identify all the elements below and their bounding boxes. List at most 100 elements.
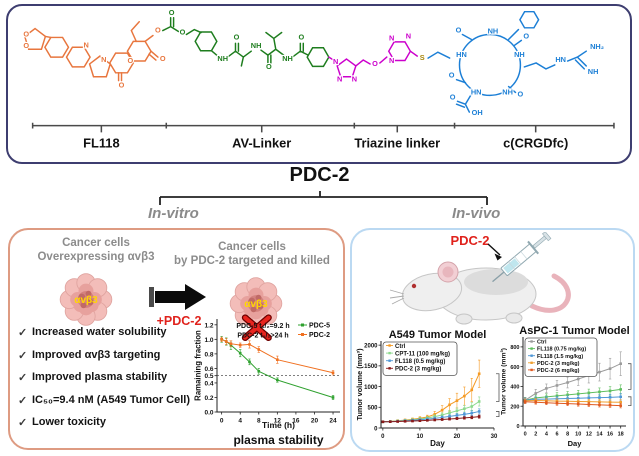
svg-text:0.6: 0.6 [204,366,213,373]
atom-label: O [518,89,524,98]
atom-label: O [119,81,125,90]
atom-label: NH [217,54,228,63]
svg-text:500: 500 [367,406,378,412]
cell-cluster-icon [59,273,113,326]
svg-text:plasma stability: plasma stability [233,433,323,447]
structure-brackets: FL118 AV-Linker Triazine linker c(CRGDfc) [31,122,615,151]
svg-text:0.5: 0.5 [204,373,213,380]
svg-text:8: 8 [566,432,569,438]
atom-label: N [389,56,394,65]
svg-text:PDC-5: PDC-5 [309,323,330,330]
svg-text:FL118 (1.5 mg/kg): FL118 (1.5 mg/kg) [537,354,583,360]
atom-label: O [449,71,455,80]
atom-label: O [456,26,462,35]
atom-label: NH [282,54,293,63]
atom-label: NH₂ [590,42,604,51]
svg-text:16: 16 [292,418,300,425]
cells-before-heading: Cancer cells Overexpressing αvβ3 [20,236,172,265]
structure-bracket-label: Triazine linker [354,136,440,151]
cells-after-line2: by PDC-2 targeted and killed [174,255,330,268]
aspc1-tumor-chart: 0 2 4 6 8 10 12 14 16 18 0 200 400 600 800 AsPC-1 Tumor… [501,325,632,448]
svg-text:FL118 (0.5 mg/kg): FL118 (0.5 mg/kg) [395,359,445,365]
cancer-cell-illustration: αvβ3 [59,273,113,326]
injection-arrow-icon [487,243,501,256]
atom-label: O [169,8,175,17]
svg-text:CPT-11 (100 mg/kg): CPT-11 (100 mg/kg) [395,351,450,357]
split-brace [159,191,488,205]
svg-text:30: 30 [491,434,498,440]
svg-text:18: 18 [618,432,624,438]
invivo-label: In-vivo [452,205,501,222]
structure-box: O O N N O O O O O O NH O NH O NH O N N N O N N N S O NH HN NH O HN NH O… [6,4,632,164]
plasma-stability-chart: 0 4 8 12 16 20 24 0.0 0.2 0.40.50.6 0.8 1.0 1.2 Time … [194,319,340,447]
atom-label: N [101,55,106,64]
integrin-label: αvβ3 [74,295,98,306]
atom-label: N [352,75,357,84]
svg-text:1.0: 1.0 [204,337,213,344]
killed-cancer-cell-illustration: αvβ3 [229,277,283,341]
invitro-panel: Cancer cells Overexpressing αvβ3 Cancer … [8,228,345,450]
svg-text:A549 Tumor Model: A549 Tumor Model [389,329,487,341]
atom-label: S [420,53,425,62]
svg-text:0: 0 [524,432,527,438]
atom-label: O [180,27,186,36]
svg-text:2000: 2000 [364,343,378,349]
structure-bracket-label: c(CRGDfc) [503,136,568,151]
svg-text:10: 10 [417,434,424,440]
svg-text:600: 600 [510,365,519,371]
svg-text:0: 0 [220,418,224,425]
checklist-text: Increased water solubility [32,326,167,338]
svg-text:Ctrl: Ctrl [395,344,406,350]
atom-label: N [333,57,338,66]
checklist-item: ✓ Lower toxicity [18,416,214,439]
atom-label: NH [514,50,525,59]
structure-bracket-label: FL118 [83,136,120,151]
invitro-label: In-vitro [148,205,199,222]
atom-label: O [298,32,304,41]
atom-label: HN [456,50,467,59]
svg-text:800: 800 [510,345,519,351]
svg-text:8: 8 [257,418,261,425]
killed-x-icon [241,314,272,341]
cells-after-heading: Cancer cells by PDC-2 targeted and kille… [162,240,342,269]
checklist-text: IC₅₀=9.4 nM (A549 Tumor Cell) [32,393,191,406]
checklist-text: Lower toxicity [32,416,106,428]
checklist-item: ✓ IC₅₀=9.4 nM (A549 Tumor Cell) [18,394,214,417]
arrow-treatment-label: +PDC-2 [156,314,202,328]
triazine-linker-structure [328,41,418,78]
svg-text:PDC-2 (3 mg/kg): PDC-2 (3 mg/kg) [395,367,441,373]
svg-text:PDC-2: PDC-2 [309,332,330,339]
av-linker-structure [162,17,330,68]
svg-text:AsPC-1 Tumor Model: AsPC-1 Tumor Model [519,325,629,337]
atom-label: NH [251,41,262,50]
svg-text:Ramaining fraction: Ramaining fraction [194,330,203,401]
atom-label: O [450,92,456,101]
svg-text:20: 20 [454,434,461,440]
atom-label: OH [472,108,483,117]
svg-text:0.4: 0.4 [204,380,213,387]
svg-text:Day: Day [568,439,583,448]
atom-label: N [337,75,342,84]
atom-label: N [389,33,394,42]
svg-text:0: 0 [381,434,385,440]
check-icon: ✓ [18,394,28,407]
mouse-injection-illustration: PDC-2 [389,232,571,325]
syringe-icon [492,232,552,283]
svg-text:PDC-2 t₁/₂>24 h: PDC-2 t₁/₂>24 h [237,333,288,340]
cells-after-line1: Cancer cells [218,241,286,253]
atom-label: O [266,62,272,71]
svg-text:FL118 (0.75 mg/kg): FL118 (0.75 mg/kg) [537,347,586,353]
svg-text:10: 10 [575,432,581,438]
atom-label: O [372,59,378,68]
injection-label: PDC-2 [450,233,489,248]
checklist-item: ✓ Improved αvβ3 targeting [18,349,214,372]
svg-text:4: 4 [545,432,549,438]
crgdfc-structure [427,10,587,113]
checklist-text: Improved plasma stability [32,371,168,383]
svg-text:0.0: 0.0 [204,409,213,416]
svg-text:0.8: 0.8 [204,351,213,358]
svg-text:1000: 1000 [364,385,378,391]
cells-before-line2: Overexpressing αvβ3 [37,251,155,264]
